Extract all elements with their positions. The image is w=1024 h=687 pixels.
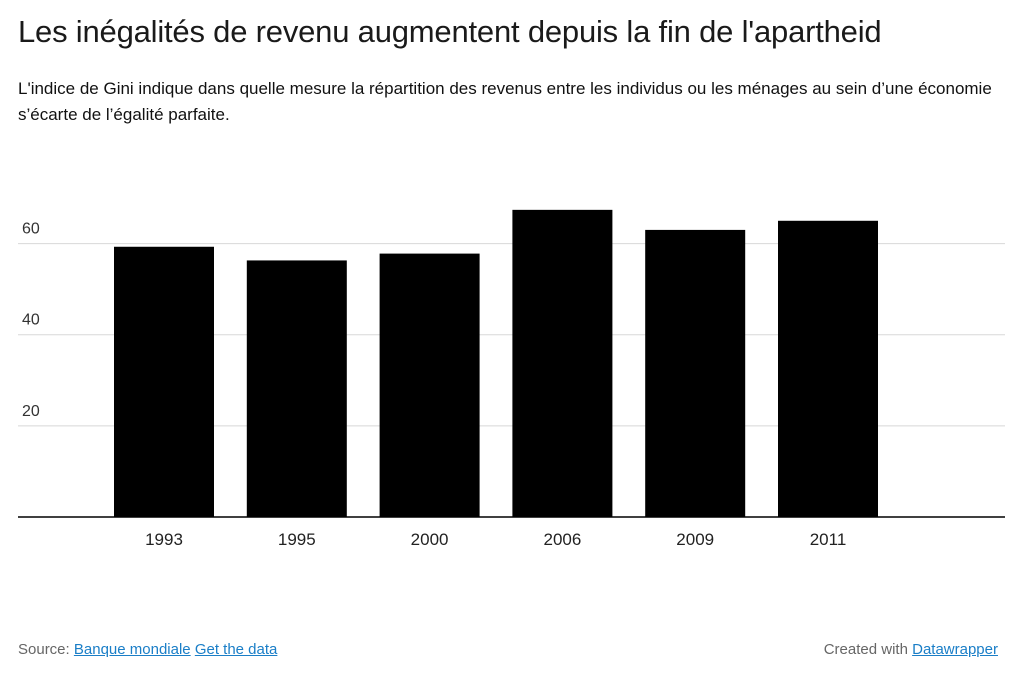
bar-1995 <box>246 260 347 517</box>
bar-2006 <box>512 209 613 517</box>
x-tick-label-2006: 2006 <box>543 530 581 549</box>
x-tick-label-1995: 1995 <box>278 530 316 549</box>
created-with-label: Created with <box>823 641 908 658</box>
source-label: Source: <box>18 641 70 658</box>
bar-1993 <box>114 246 214 518</box>
y-tick-label-20: 20 <box>22 403 40 420</box>
chart-title: Les inégalités de revenu augmentent depu… <box>18 14 882 49</box>
bar-2000 <box>379 253 480 517</box>
bar-2009 <box>645 229 746 517</box>
x-tick-label-2009: 2009 <box>676 530 714 549</box>
x-tick-label-2011: 2011 <box>810 530 847 549</box>
chart-subtitle: L'indice de Gini indique dans quelle mes… <box>18 79 992 124</box>
x-tick-label-1993: 1993 <box>145 530 183 549</box>
bar-2011 <box>778 220 878 518</box>
y-tick-label-40: 40 <box>22 312 40 329</box>
datawrapper-link[interactable]: Datawrapper <box>912 641 998 658</box>
get-data-link[interactable]: Get the data <box>194 641 278 658</box>
x-tick-label-2000: 2000 <box>411 530 449 549</box>
source-link[interactable]: Banque mondiale <box>73 641 191 658</box>
bar-chart: 20 40 60 1993 1995 2000 2006 2009 2011 <box>18 209 1005 549</box>
credit: Created with Datawrapper <box>824 641 998 658</box>
y-tick-label-60: 60 <box>22 221 40 238</box>
footer: Source: Banque mondiale Get the data Cre… <box>18 641 998 658</box>
